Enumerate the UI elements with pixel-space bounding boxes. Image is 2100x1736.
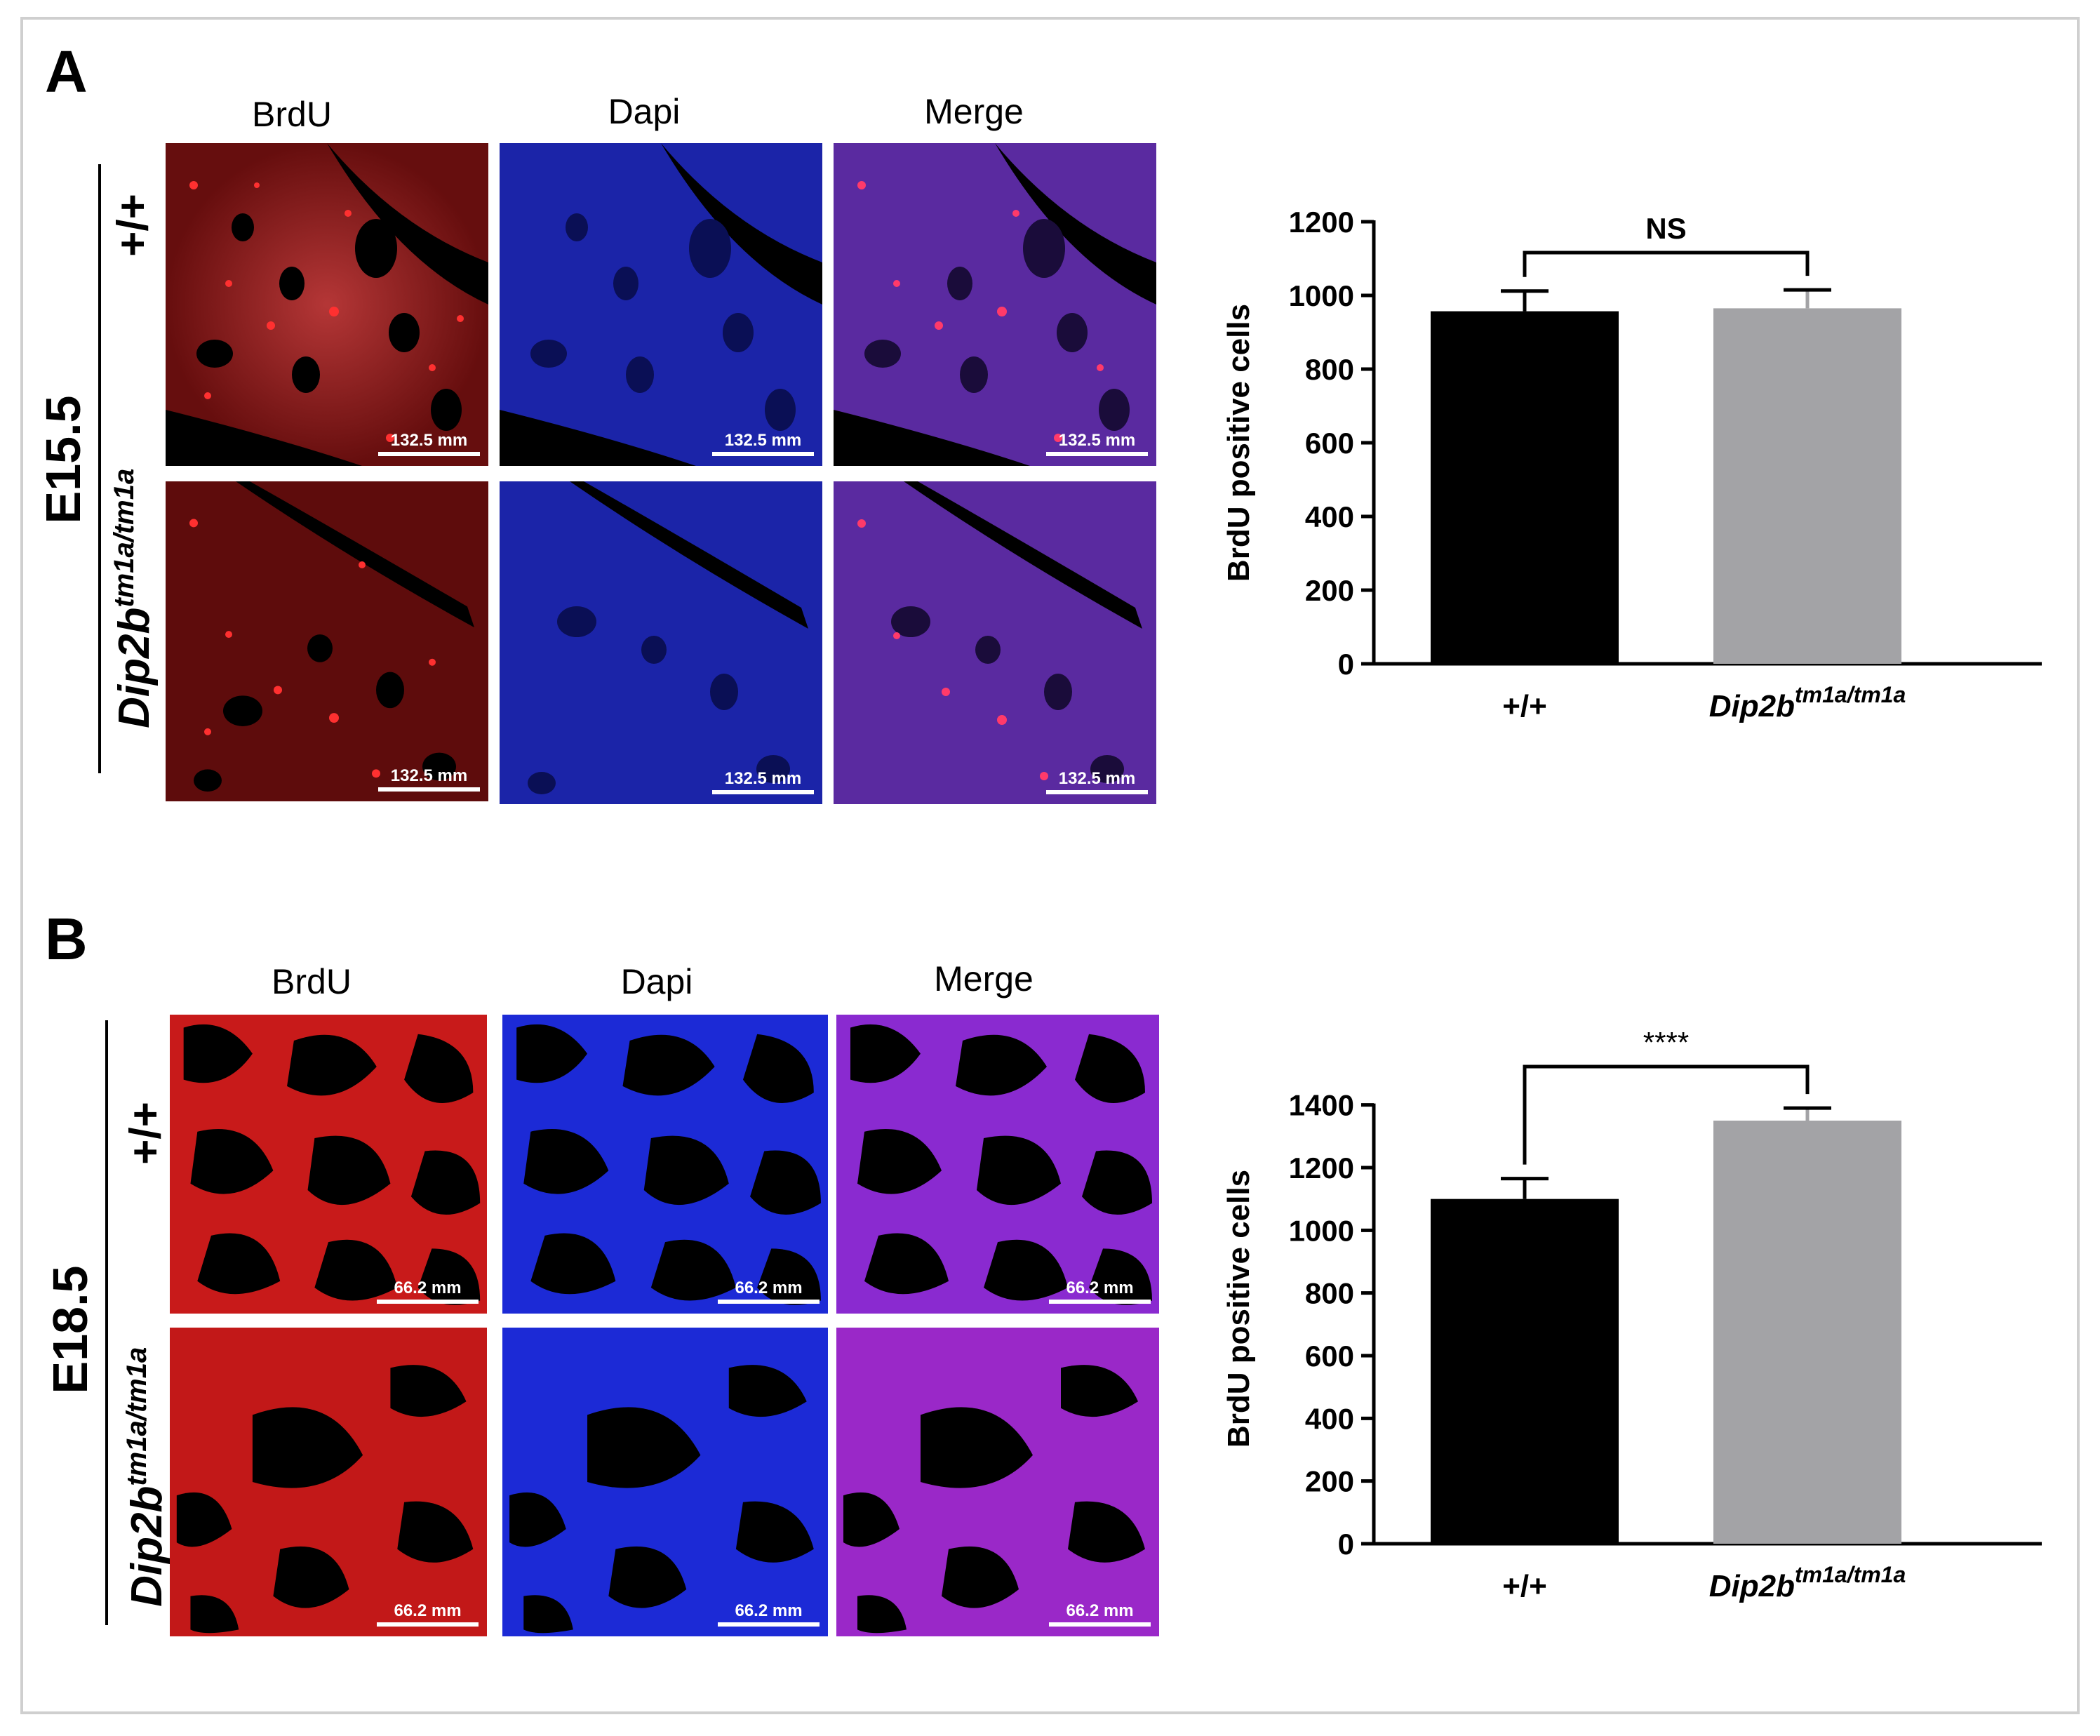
- panel-b-stage-label: E18.5: [43, 1265, 98, 1394]
- chart-1-ytick-label-6: 1200: [1289, 1151, 1354, 1184]
- chart-1-sig-label: ****: [1643, 1026, 1689, 1059]
- panel-a-row-divider: [98, 164, 101, 773]
- micrograph-a-wt-merge: 132.5 mm: [834, 143, 1156, 466]
- chart-1-ytick-label-4: 800: [1305, 1277, 1354, 1310]
- micrograph-b-ko-merge: 66.2 mm: [836, 1328, 1159, 1636]
- chart-1-sig-bracket: [1523, 1064, 1810, 1165]
- panel-b-letter: B: [45, 906, 88, 972]
- scale-bar: 132.5 mm: [712, 770, 814, 794]
- chart-0-ytick-label-2: 400: [1305, 500, 1354, 533]
- chart-1-ytick-label-3: 600: [1305, 1340, 1354, 1373]
- micrograph-b-wt-dapi: 66.2 mm: [502, 1015, 828, 1314]
- chart-a: 0 200 400 600 800 1000 1200 BrdU positive cells…: [1193, 189, 2077, 754]
- chart-1-ytick-label-1: 200: [1305, 1465, 1354, 1498]
- micrograph-b-wt-merge: 66.2 mm: [836, 1015, 1159, 1314]
- chart-0-ytick-label-6: 1200: [1289, 206, 1354, 239]
- chart-0-ytick-label-5: 1000: [1289, 279, 1354, 312]
- panel-a-wt-label: +/+: [109, 194, 157, 257]
- chart-0-ylabel: BrdU positive cells: [1222, 304, 1256, 582]
- panel-a-col-brdu: BrdU: [252, 95, 332, 134]
- panel-b-col-brdu: BrdU: [272, 962, 352, 1001]
- chart-0-ytick-label-0: 0: [1338, 648, 1354, 681]
- scale-bar: 66.2 mm: [377, 1603, 479, 1627]
- chart-1-bar-0: [1431, 1198, 1619, 1544]
- scale-bar: 132.5 mm: [378, 768, 480, 792]
- scale-bar: 132.5 mm: [1046, 770, 1148, 794]
- chart-1-xlabel-0: +/+: [1502, 1569, 1547, 1603]
- micrograph-b-ko-brdu: 66.2 mm: [170, 1328, 487, 1636]
- chart-0-xlabel-0: +/+: [1502, 689, 1547, 723]
- scale-bar: 132.5 mm: [1046, 432, 1148, 456]
- scale-bar: 66.2 mm: [718, 1603, 820, 1627]
- panel-a-col-dapi: Dapi: [608, 92, 681, 131]
- chart-1-ytick-label-5: 1000: [1289, 1214, 1354, 1247]
- chart-0-ytick-label-3: 600: [1305, 427, 1354, 460]
- chart-1-xlabel-1: Dip2btm1a/tm1a: [1709, 1562, 1906, 1603]
- chart-0-ytick-label-1: 200: [1305, 574, 1354, 607]
- panel-a-stage-label: E15.5: [36, 395, 91, 524]
- micrograph-a-wt-dapi: 132.5 mm: [500, 143, 822, 466]
- micrograph-a-wt-brdu: 132.5 mm: [166, 143, 488, 466]
- scale-bar: 66.2 mm: [718, 1280, 820, 1304]
- panel-b-col-merge: Merge: [934, 959, 1034, 999]
- chart-1-ylabel: BrdU positive cells: [1222, 1170, 1256, 1448]
- panel-a-col-merge: Merge: [924, 92, 1024, 131]
- chart-0-svg: 0 200 400 600 800 1000 1200 BrdU positive cells…: [1222, 206, 2042, 723]
- scale-bar: 66.2 mm: [1049, 1603, 1151, 1627]
- chart-0-ytick-label-4: 800: [1305, 353, 1354, 386]
- chart-1-ytick-label-0: 0: [1338, 1528, 1354, 1561]
- chart-1-ytick-label-7: 1400: [1289, 1089, 1354, 1122]
- chart-0-xlabel-1-sup: tm1a/tm1a: [1795, 682, 1906, 707]
- chart-1-bar-1: [1713, 1121, 1901, 1544]
- chart-1-ytick-label-2: 400: [1305, 1402, 1354, 1435]
- chart-0-sig-bracket: [1523, 251, 1810, 277]
- chart-1-xlabel-1-base: Dip2b: [1709, 1569, 1795, 1603]
- panel-a-letter: A: [45, 39, 88, 105]
- panel-b-wt-label: +/+: [121, 1102, 170, 1165]
- panel-a-ko-label: Dip2btm1a/tm1a: [109, 468, 159, 728]
- scale-bar: 132.5 mm: [378, 432, 480, 456]
- chart-1-xlabel-1-sup: tm1a/tm1a: [1795, 1562, 1906, 1587]
- panel-b-ko-label: Dip2btm1a/tm1a: [121, 1347, 171, 1607]
- chart-0-sig-label: NS: [1645, 212, 1686, 245]
- panel-b-row-divider: [105, 1020, 108, 1625]
- micrograph-a-ko-merge: 132.5 mm: [834, 481, 1156, 804]
- chart-b: 0 200 400 600 800 1000 1200 1400 BrdU positive c…: [1193, 1017, 2077, 1638]
- chart-1-svg: 0 200 400 600 800 1000 1200 1400 BrdU positive c…: [1222, 1026, 2042, 1603]
- figure-frame: [20, 17, 2080, 1714]
- scale-bar: 66.2 mm: [1049, 1280, 1151, 1304]
- micrograph-a-ko-brdu: 132.5 mm: [166, 481, 488, 801]
- micrograph-b-wt-brdu: 66.2 mm: [170, 1015, 487, 1314]
- scale-bar: 66.2 mm: [377, 1280, 479, 1304]
- chart-0-bar-0: [1431, 311, 1619, 664]
- scale-bar: 132.5 mm: [712, 432, 814, 456]
- panel-b-col-dapi: Dapi: [620, 962, 693, 1001]
- chart-0-xlabel-1-base: Dip2b: [1709, 689, 1795, 723]
- chart-0-xlabel-1: Dip2btm1a/tm1a: [1709, 682, 1906, 723]
- micrograph-a-ko-dapi: 132.5 mm: [500, 481, 822, 804]
- micrograph-b-ko-dapi: 66.2 mm: [502, 1328, 828, 1636]
- chart-0-bar-1: [1713, 308, 1901, 664]
